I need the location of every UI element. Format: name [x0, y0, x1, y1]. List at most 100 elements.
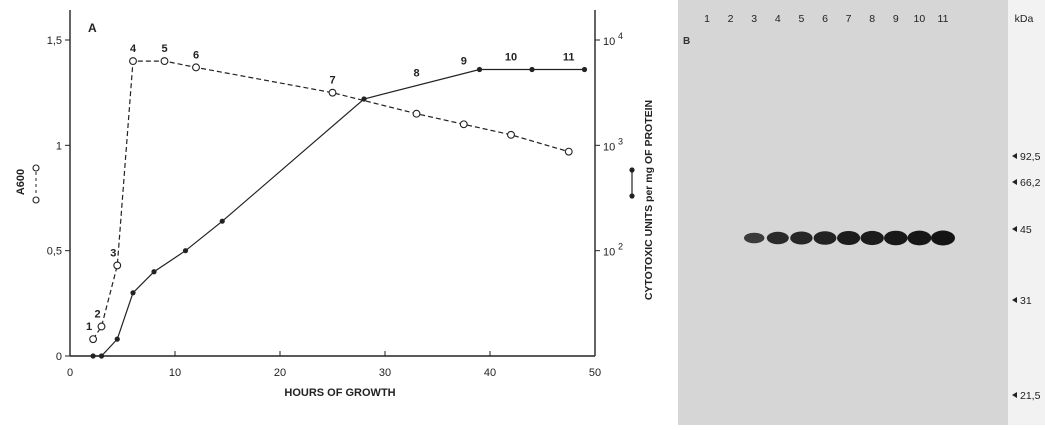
gel-band: [837, 231, 861, 245]
y2-tick-exponent: 4: [618, 31, 623, 41]
x-tick-label: 10: [169, 367, 181, 379]
y-axis-label: A600: [15, 169, 27, 195]
lane-label: 5: [798, 13, 804, 25]
series-point-open: [192, 63, 200, 72]
sample-label: 4: [130, 43, 137, 55]
lane-label: 7: [846, 13, 852, 25]
mw-marker-arrow: [1012, 153, 1017, 159]
key-open-circle-bottom: [32, 196, 40, 204]
mw-marker-label: 66,2: [1020, 177, 1041, 189]
mw-marker-label: 45: [1020, 224, 1032, 236]
gel-band: [744, 232, 765, 244]
series-point-filled: [98, 353, 105, 359]
y2-axis-label: CYTOTOXIC UNITS per mg OF PROTEIN: [643, 100, 655, 300]
panel-a-label: A: [88, 21, 97, 35]
series-point-filled: [529, 66, 535, 73]
gel-band: [790, 231, 813, 245]
series-point-filled: [114, 336, 120, 342]
gel-band: [813, 231, 837, 245]
y2-tick-exponent: 3: [618, 136, 623, 146]
sample-label: 1: [86, 321, 92, 333]
series-point-open: [129, 57, 137, 66]
lane-label: 8: [869, 13, 875, 25]
sample-label: 3: [110, 247, 116, 259]
mw-marker-arrow: [1012, 392, 1017, 398]
y-tick-label: 0,5: [47, 246, 62, 258]
lane-label: 1: [704, 13, 710, 25]
right-axis-key-filled: [629, 167, 635, 199]
y2-tick-label: 10: [603, 141, 615, 153]
y2-tick-label: 10: [603, 36, 615, 48]
mw-marker-label: 31: [1020, 295, 1032, 307]
key-open-circle-top: [32, 164, 40, 172]
series-point-filled: [476, 66, 483, 73]
lane-label: 2: [728, 13, 734, 25]
x-axis-label: HOURS OF GROWTH: [284, 387, 395, 399]
y-tick-label: 0: [56, 351, 62, 363]
gel-band: [766, 231, 789, 245]
mw-marker-arrow: [1012, 297, 1017, 303]
sample-label: 8: [413, 68, 419, 80]
gel-background: [678, 0, 1008, 425]
gel-band: [860, 230, 884, 246]
series-point-open: [564, 147, 573, 156]
y2-tick-label: 10: [603, 247, 615, 259]
gel-band: [884, 230, 908, 246]
series-point-filled: [151, 269, 157, 275]
mw-marker-label: 92,5: [1020, 151, 1041, 163]
gel-band: [931, 230, 955, 246]
series-point-filled: [219, 218, 225, 224]
lane-label: 9: [893, 13, 899, 25]
y2-tick-exponent: 2: [618, 242, 623, 252]
series-point-open: [97, 322, 106, 331]
series-point-open: [507, 130, 515, 139]
x-tick-label: 20: [274, 367, 286, 379]
x-tick-label: 0: [67, 367, 73, 379]
gel-band: [907, 230, 932, 246]
sample-label: 2: [94, 309, 100, 321]
series-point-open: [328, 88, 337, 97]
mw-marker-arrow: [1012, 179, 1017, 185]
mw-markers: 92,5 66,2 45 31 21,5: [1012, 151, 1041, 402]
sample-label: 10: [505, 51, 517, 63]
lane-labels: 1 2 3 4 5 6 7 8 9 10 11: [704, 13, 949, 25]
series-point-filled: [581, 66, 588, 73]
sample-label: 6: [193, 49, 199, 61]
series-point-filled: [361, 96, 367, 102]
series-point-open: [89, 335, 98, 344]
x-tick-label: 30: [379, 367, 391, 379]
series-point-filled: [90, 353, 96, 359]
x-tick-label: 40: [484, 367, 496, 379]
lane-label: 4: [775, 13, 781, 25]
y-tick-label: 1: [56, 140, 62, 152]
series-point-filled: [130, 290, 136, 296]
y-tick-label: 1,5: [47, 35, 62, 47]
series-point-filled: [182, 248, 189, 254]
lane-label: 11: [938, 13, 949, 25]
left-axis-key-open: [32, 164, 40, 204]
mw-marker-label: 21,5: [1020, 390, 1041, 402]
y-ticks: 0 0,5 1 1,5: [47, 35, 70, 363]
sample-label: 7: [329, 75, 335, 87]
series-point-open: [160, 57, 169, 66]
sample-label: 5: [161, 43, 167, 55]
panel-b-label: B: [683, 36, 690, 47]
sample-label: 9: [461, 56, 467, 68]
x-tick-label: 50: [589, 367, 601, 379]
lane-label: 10: [914, 13, 926, 25]
lane-label: 6: [822, 13, 828, 25]
lane-label: 3: [751, 13, 757, 25]
key-filled-dot-bottom: [629, 193, 635, 199]
kda-label: kDa: [1015, 13, 1034, 25]
series-point-open: [459, 120, 468, 129]
series-point-open: [412, 109, 421, 118]
gel-margin: [1008, 0, 1045, 425]
series-layer: 12 3 4 5 6 7 8 9 10 11: [86, 43, 588, 359]
series-point-open: [113, 261, 122, 270]
bands: [744, 230, 955, 246]
